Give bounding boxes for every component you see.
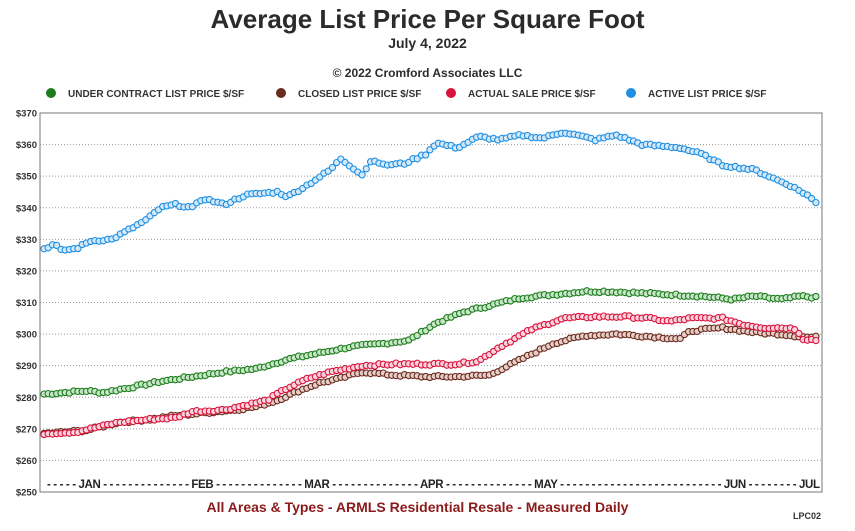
chart-copyright: © 2022 Cromford Associates LLC	[332, 66, 523, 80]
y-tick-label: $340	[16, 203, 37, 214]
legend-label: CLOSED LIST PRICE $/SF	[298, 89, 422, 100]
y-tick-label: $370	[16, 109, 37, 120]
data-point	[362, 165, 370, 173]
y-tick-label: $260	[16, 456, 37, 467]
data-point	[53, 241, 61, 250]
plot-area	[40, 129, 820, 439]
data-point	[74, 244, 82, 253]
legend-item: CLOSED LIST PRICE $/SF	[276, 88, 421, 102]
y-tick-label: $320	[16, 266, 37, 277]
series-4	[40, 129, 820, 254]
y-tick-label: $330	[16, 235, 37, 246]
x-axis-label-text: - - - - - JAN - - - - - - - - - - - - - …	[47, 479, 820, 491]
chart-footer: All Areas & Types - ARMLS Residential Re…	[206, 499, 629, 515]
y-axis-labels: $250 $260 $270 $280 $290 $300 $310 $320 $330 $340…	[16, 109, 37, 499]
data-point	[413, 331, 421, 340]
chart-code: LPC02	[792, 511, 821, 521]
legend-item: UNDER CONTRACT LIST PRICE $/SF	[46, 88, 244, 102]
series-3	[40, 312, 820, 439]
data-point	[701, 151, 710, 159]
plot-frame	[39, 112, 823, 493]
chart-subtitle: July 4, 2022	[388, 35, 467, 51]
y-tick-label: $310	[16, 298, 37, 309]
y-tick-label: $250	[16, 488, 37, 499]
legend-dot	[276, 88, 286, 98]
data-point	[812, 198, 820, 207]
legend-dot	[446, 88, 456, 98]
x-axis-strip	[41, 476, 821, 491]
legend-label: ACTUAL SALE PRICE $/SF	[468, 89, 596, 100]
y-tick-label: $360	[16, 140, 37, 151]
y-tick-label: $350	[16, 172, 37, 183]
chart-title: Average List Price Per Square Foot	[210, 4, 645, 34]
legend-label: UNDER CONTRACT LIST PRICE $/SF	[68, 89, 245, 100]
data-point	[807, 194, 816, 203]
data-point	[795, 329, 803, 338]
legend-item: ACTIVE LIST PRICE $/SF	[626, 88, 766, 102]
grid-lines	[40, 144, 822, 461]
data-point	[812, 336, 820, 345]
legend-item: ACTUAL SALE PRICE $/SF	[446, 88, 596, 102]
plot-border	[39, 112, 823, 493]
y-tick-label: $280	[16, 393, 37, 404]
data-point	[328, 163, 337, 172]
data-point	[422, 151, 430, 159]
y-tick-label: $270	[16, 424, 37, 435]
legend-label: ACTIVE LIST PRICE $/SF	[648, 89, 767, 100]
y-tick-label: $290	[16, 361, 37, 372]
legend-dot	[626, 88, 636, 98]
data-point	[358, 171, 366, 179]
y-tick-label: $300	[16, 330, 37, 341]
series-1	[40, 287, 820, 398]
data-point	[265, 396, 273, 404]
legend-dot	[46, 88, 56, 98]
data-point	[812, 292, 820, 301]
x-axis-labels: - - - - - JAN - - - - - - - - - - - - - …	[41, 476, 821, 491]
